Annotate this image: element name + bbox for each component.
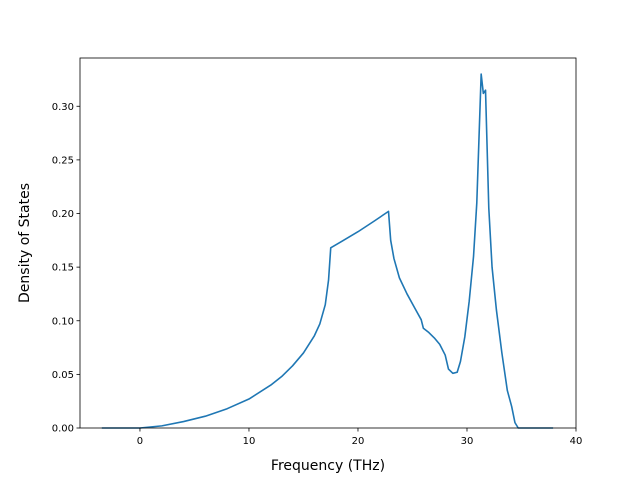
y-tick-label: 0.20 bbox=[52, 209, 74, 220]
x-tick-label: 0 bbox=[137, 436, 143, 447]
x-axis-ticks: 0 10 20 30 40 bbox=[137, 428, 583, 447]
x-tick-label: 20 bbox=[352, 436, 365, 447]
x-tick-label: 40 bbox=[570, 436, 583, 447]
axes-frame bbox=[79, 57, 577, 429]
y-tick-label: 0.30 bbox=[52, 102, 74, 113]
y-axis-ticks: 0.00 0.05 0.10 0.15 0.20 0.25 0.30 bbox=[52, 102, 80, 435]
y-tick-label: 0.15 bbox=[52, 263, 74, 274]
x-tick-label: 10 bbox=[243, 436, 256, 447]
y-tick-label: 0.00 bbox=[52, 424, 74, 435]
y-tick-label: 0.10 bbox=[52, 316, 74, 327]
y-axis-label: Density of States bbox=[17, 183, 33, 303]
y-tick-label: 0.05 bbox=[52, 370, 74, 381]
series-line-0 bbox=[101, 73, 554, 429]
x-axis-label: Frequency (THz) bbox=[271, 458, 385, 474]
x-tick-label: 30 bbox=[461, 436, 474, 447]
plot-area bbox=[101, 73, 554, 429]
y-tick-label: 0.25 bbox=[52, 155, 74, 166]
